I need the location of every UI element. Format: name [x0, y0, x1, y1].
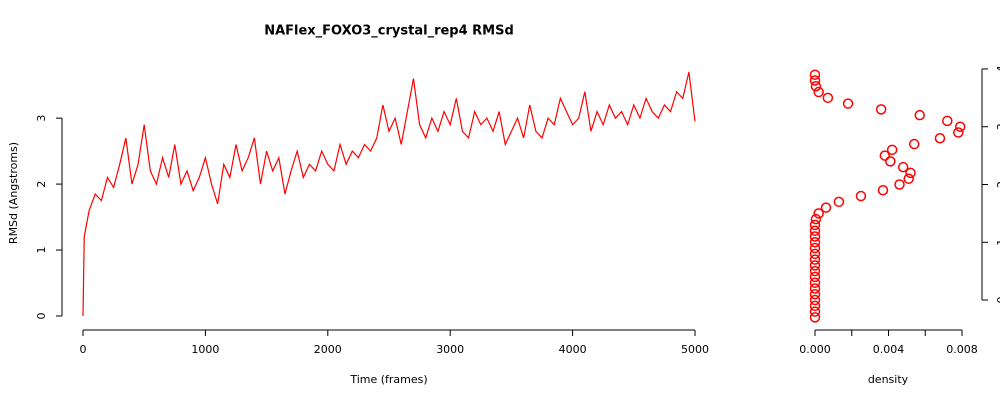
x-tick-label: 2000	[314, 343, 342, 356]
point	[809, 237, 821, 248]
point	[809, 242, 821, 254]
point	[810, 213, 822, 225]
point	[809, 289, 821, 300]
data-line	[82, 71, 696, 317]
point	[809, 271, 821, 283]
point	[842, 98, 854, 109]
point	[886, 144, 898, 156]
point	[894, 179, 905, 190]
point	[954, 121, 966, 132]
y-tick-label: 1	[995, 239, 1000, 246]
point	[810, 81, 822, 92]
x-tick-label: 5000	[681, 343, 709, 356]
x-axis-label: density	[868, 373, 909, 386]
x-tick-label: 0	[80, 343, 87, 356]
point	[809, 265, 821, 277]
point	[809, 306, 821, 317]
point	[809, 260, 821, 271]
point	[879, 150, 891, 161]
point	[934, 133, 946, 144]
point	[820, 202, 832, 213]
point	[885, 156, 896, 167]
x-tick-label: 1000	[191, 343, 219, 356]
point	[855, 190, 867, 202]
point	[809, 75, 821, 86]
x-tick-label: 0.000	[799, 343, 831, 356]
point	[809, 254, 821, 265]
point	[809, 277, 821, 288]
point	[809, 294, 821, 306]
point	[908, 138, 920, 150]
point	[813, 208, 824, 219]
y-tick-label: 0	[35, 313, 48, 320]
chart-title: NAFlex_FOXO3_crystal_rep4 RMSd	[264, 24, 514, 39]
x-tick-label: 0.004	[873, 343, 905, 356]
point	[809, 283, 821, 294]
y-axis-label: RMSd (Angstroms)	[7, 142, 20, 244]
point	[897, 161, 909, 173]
point	[813, 86, 824, 98]
y-tick-label: 0	[995, 297, 1000, 304]
point	[809, 300, 821, 312]
point	[833, 196, 845, 208]
point	[822, 92, 834, 104]
x-tick-label: 0.008	[946, 343, 978, 356]
point	[809, 231, 821, 242]
x-tick-label: 4000	[559, 343, 587, 356]
y-tick-label: 3	[995, 123, 1000, 130]
y-tick-label: 2	[35, 181, 48, 188]
point	[809, 69, 821, 80]
point	[914, 109, 925, 121]
y-tick-label: 4	[995, 65, 1000, 72]
point	[953, 127, 964, 138]
point	[942, 115, 953, 127]
point	[877, 185, 889, 196]
point	[903, 173, 914, 184]
y-tick-label: 3	[35, 115, 48, 122]
y-tick-label: 1	[35, 247, 48, 254]
point	[809, 225, 821, 236]
point	[905, 167, 916, 179]
y-tick-label: 2	[995, 181, 1000, 188]
point	[809, 219, 821, 231]
point	[809, 312, 821, 323]
point	[809, 248, 821, 260]
x-tick-label: 3000	[436, 343, 464, 356]
point	[875, 104, 887, 115]
x-axis-label: Time (frames)	[349, 373, 427, 386]
